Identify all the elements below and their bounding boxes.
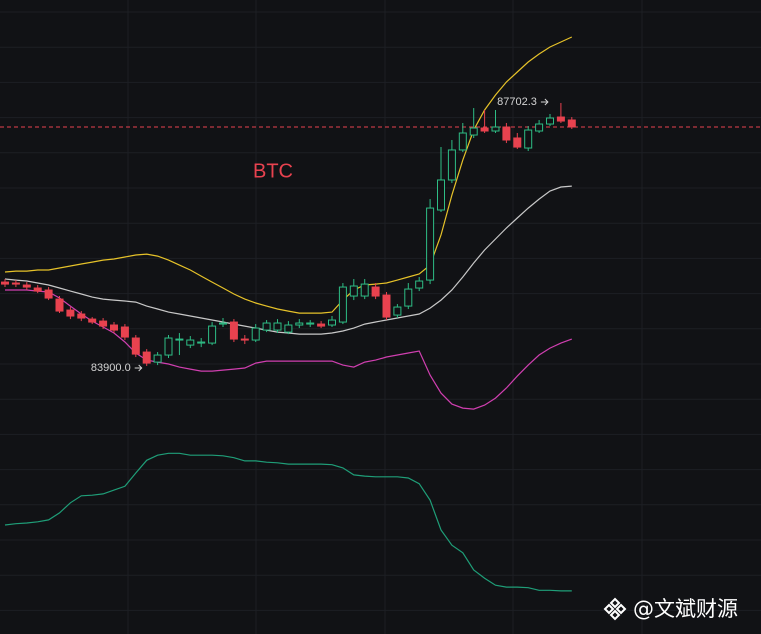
- candle-body: [175, 338, 184, 341]
- candle-body: [251, 327, 260, 341]
- candle-body: [77, 313, 86, 319]
- candle-body: [338, 286, 347, 323]
- chart-title: BTC: [253, 160, 293, 182]
- candle-body: [437, 179, 445, 211]
- watermark-text: @文斌财源: [633, 597, 738, 621]
- candle-body: [262, 322, 271, 331]
- candle-body: [567, 119, 576, 128]
- candle-body: [556, 116, 565, 122]
- candle-body: [382, 294, 391, 318]
- candle-body: [197, 341, 206, 344]
- candle-body: [110, 324, 118, 331]
- candle-body: [284, 324, 293, 333]
- candle-body: [33, 287, 42, 292]
- candle-body: [66, 309, 75, 317]
- low-label: 83900.0: [91, 362, 131, 374]
- candle-body: [513, 137, 522, 148]
- candle-body: [142, 351, 151, 364]
- candle-body: [219, 322, 227, 325]
- candle-body: [415, 280, 424, 289]
- candle-body: [393, 306, 402, 316]
- candle-body: [447, 149, 456, 181]
- candle-body: [55, 298, 64, 312]
- candle-body: [458, 132, 467, 151]
- candle-body: [11, 282, 20, 285]
- candle-body: [88, 318, 97, 323]
- candle-body: [273, 322, 282, 331]
- candle-body: [317, 323, 326, 327]
- candle-body: [328, 319, 336, 326]
- label-arrow: [540, 98, 549, 106]
- candle-body: [535, 123, 544, 132]
- candle-body: [360, 283, 369, 297]
- candle-body: [306, 322, 315, 325]
- candle-body: [469, 127, 478, 136]
- candle-body: [99, 320, 108, 327]
- indicator-line: [4, 452, 572, 592]
- indicator-line: [4, 36, 573, 314]
- candle-body: [22, 284, 31, 288]
- candle-body: [153, 354, 162, 363]
- candle-body: [480, 127, 489, 132]
- label-arrow: [134, 364, 143, 372]
- candle-body: [524, 129, 533, 149]
- candle-body: [120, 326, 129, 338]
- logo: [603, 597, 627, 621]
- candle-body: [131, 337, 140, 355]
- candle-body: [502, 126, 511, 141]
- candle-body: [1, 281, 9, 285]
- candle-body: [44, 289, 53, 299]
- candle-body: [491, 126, 500, 132]
- candle-body: [164, 337, 173, 356]
- candle-body: [208, 325, 217, 344]
- candle-body: [186, 339, 195, 346]
- candle-body: [546, 117, 554, 125]
- candle-body: [371, 286, 380, 297]
- candle-body: [404, 288, 413, 307]
- candle-body: [229, 321, 238, 340]
- high-label: 87702.3: [497, 96, 537, 108]
- candle-body: [240, 338, 249, 341]
- candle-body: [349, 285, 358, 297]
- watermark: @文斌财源: [603, 597, 738, 621]
- candle-body: [295, 322, 304, 326]
- candle-body: [426, 207, 435, 281]
